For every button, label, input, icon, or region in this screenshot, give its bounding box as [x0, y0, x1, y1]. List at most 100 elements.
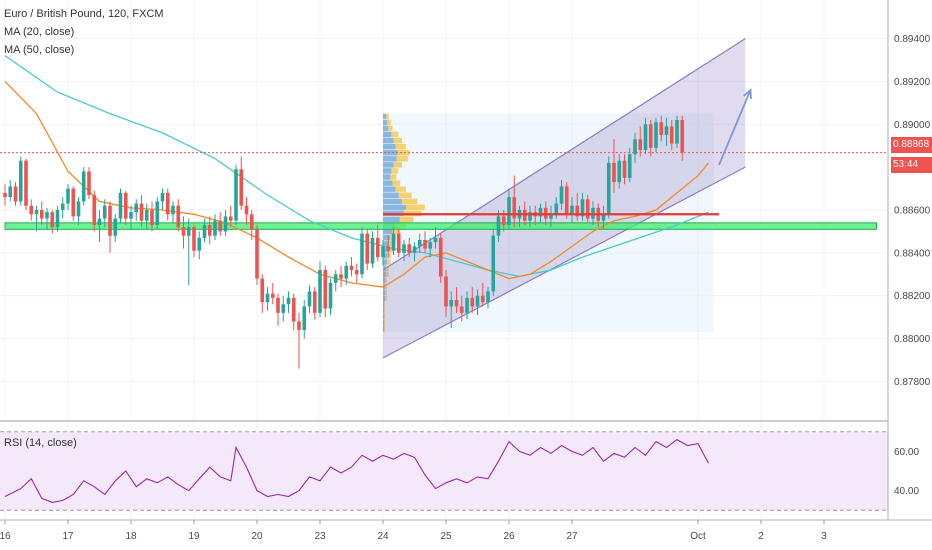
- channel-upper-line: [382, 38, 746, 271]
- candle-body: [239, 169, 244, 206]
- candle-body: [669, 126, 674, 144]
- candle-body: [134, 203, 139, 213]
- candle-body: [108, 205, 112, 236]
- candle-body: [81, 171, 86, 202]
- candle-body: [312, 291, 317, 313]
- volume-profile-row: [385, 277, 387, 283]
- volume-profile-row: [383, 301, 385, 308]
- candle-body: [249, 214, 254, 230]
- candle-body: [465, 297, 469, 313]
- volume-profile-row: [383, 137, 394, 144]
- time-tick-label: 23: [314, 531, 326, 542]
- volume-profile-row: [398, 192, 412, 198]
- volume-profile-row: [385, 295, 387, 302]
- candle-body: [601, 214, 606, 221]
- volume-profile-row: [397, 150, 410, 156]
- candle-body: [470, 297, 475, 307]
- volume-profile-row: [383, 168, 392, 174]
- candle-body: [207, 225, 212, 236]
- ma20-legend[interactable]: MA (20, close): [4, 26, 75, 38]
- rsi-tick-label: 40.00: [894, 486, 919, 497]
- candle-body: [459, 306, 464, 313]
- rsi-line: [4, 438, 709, 503]
- candle-body: [123, 192, 128, 219]
- candle-body: [155, 201, 160, 225]
- time-axis[interactable]: 16 17 18 19 20 23 24 25 26 27 Oct 2 3: [0, 520, 827, 542]
- candle-body: [575, 205, 580, 217]
- candle-body: [564, 186, 569, 215]
- candle-body: [428, 242, 433, 249]
- candle-body: [171, 205, 175, 215]
- candle-body: [360, 233, 364, 275]
- time-tick-label: 17: [62, 531, 74, 542]
- candles: [3, 115, 685, 369]
- volume-profile-row: [383, 235, 391, 241]
- symbol-title[interactable]: Euro / British Pound, 120, FXCM: [4, 8, 164, 20]
- candle-body: [197, 237, 202, 251]
- rsi-band: [0, 431, 888, 511]
- candle-body: [528, 212, 532, 221]
- rsi-legend[interactable]: RSI (14, close): [4, 437, 77, 449]
- candle-body: [538, 207, 543, 217]
- price-tick-label: 0.89000: [894, 120, 931, 131]
- candle-body: [39, 210, 44, 219]
- candle-body: [496, 216, 501, 236]
- time-tick-label: 19: [188, 531, 200, 542]
- volume-profile-row: [383, 113, 387, 120]
- time-tick-label: 16: [0, 531, 11, 542]
- volume-profile-row: [383, 125, 389, 132]
- candle-body: [339, 274, 343, 279]
- candle-body: [585, 199, 590, 219]
- candle-body: [444, 276, 448, 307]
- candle-body: [680, 120, 685, 153]
- volume-profile-row: [383, 192, 399, 198]
- ma50-legend[interactable]: MA (50, close): [4, 44, 75, 56]
- candle-body: [102, 205, 107, 219]
- volume-profile-row: [383, 174, 391, 180]
- volume-profile-row: [383, 216, 400, 223]
- rsi-tick-label: 60.00: [894, 447, 919, 458]
- channel-lower-line: [382, 166, 746, 359]
- candle-body: [291, 297, 296, 322]
- volume-profile-row: [383, 320, 385, 326]
- candle-body: [139, 203, 144, 221]
- candle-body: [633, 139, 637, 155]
- volume-profile-row: [383, 228, 393, 235]
- candle-body: [407, 244, 412, 253]
- support-zone-box: [4, 222, 877, 230]
- volume-profile-row: [388, 125, 393, 132]
- volume-profile-row: [393, 162, 403, 168]
- volume-profile-row: [383, 259, 388, 265]
- price-tick-label: 0.88600: [894, 206, 931, 217]
- time-tick-label: 20: [251, 531, 263, 542]
- candle-body: [627, 154, 632, 178]
- regression-channel[interactable]: [382, 38, 746, 359]
- candle-body: [150, 210, 154, 225]
- volume-profile-row: [392, 180, 401, 186]
- candle-body: [202, 225, 207, 238]
- ma50-line: [4, 55, 709, 278]
- candle-body: [160, 192, 165, 202]
- volume-profile-row: [384, 301, 385, 308]
- candle-body: [438, 237, 443, 277]
- candle-body: [654, 122, 658, 148]
- support-zone[interactable]: [4, 222, 877, 230]
- candle-body: [449, 300, 454, 307]
- candle-body: [349, 265, 354, 270]
- candle-body: [365, 233, 370, 264]
- time-tick-label: 25: [440, 531, 452, 542]
- volume-profile-row: [383, 313, 385, 320]
- candle-body: [486, 291, 490, 303]
- forecast-arrow[interactable]: [718, 88, 752, 166]
- volume-profile-row: [383, 326, 385, 332]
- rsi-axis[interactable]: 60.00 40.00: [894, 447, 919, 497]
- volume-profile-row: [383, 247, 389, 253]
- candle-body: [286, 297, 291, 305]
- price-tick-label: 0.88200: [894, 291, 931, 302]
- candle-body: [144, 210, 149, 221]
- volume-profile-row: [383, 198, 402, 205]
- price-axis[interactable]: 0.89400 0.89200 0.89000 0.88600 0.88400 0.882…: [894, 34, 931, 388]
- volume-profile-row: [383, 253, 388, 259]
- candle-body: [675, 120, 679, 144]
